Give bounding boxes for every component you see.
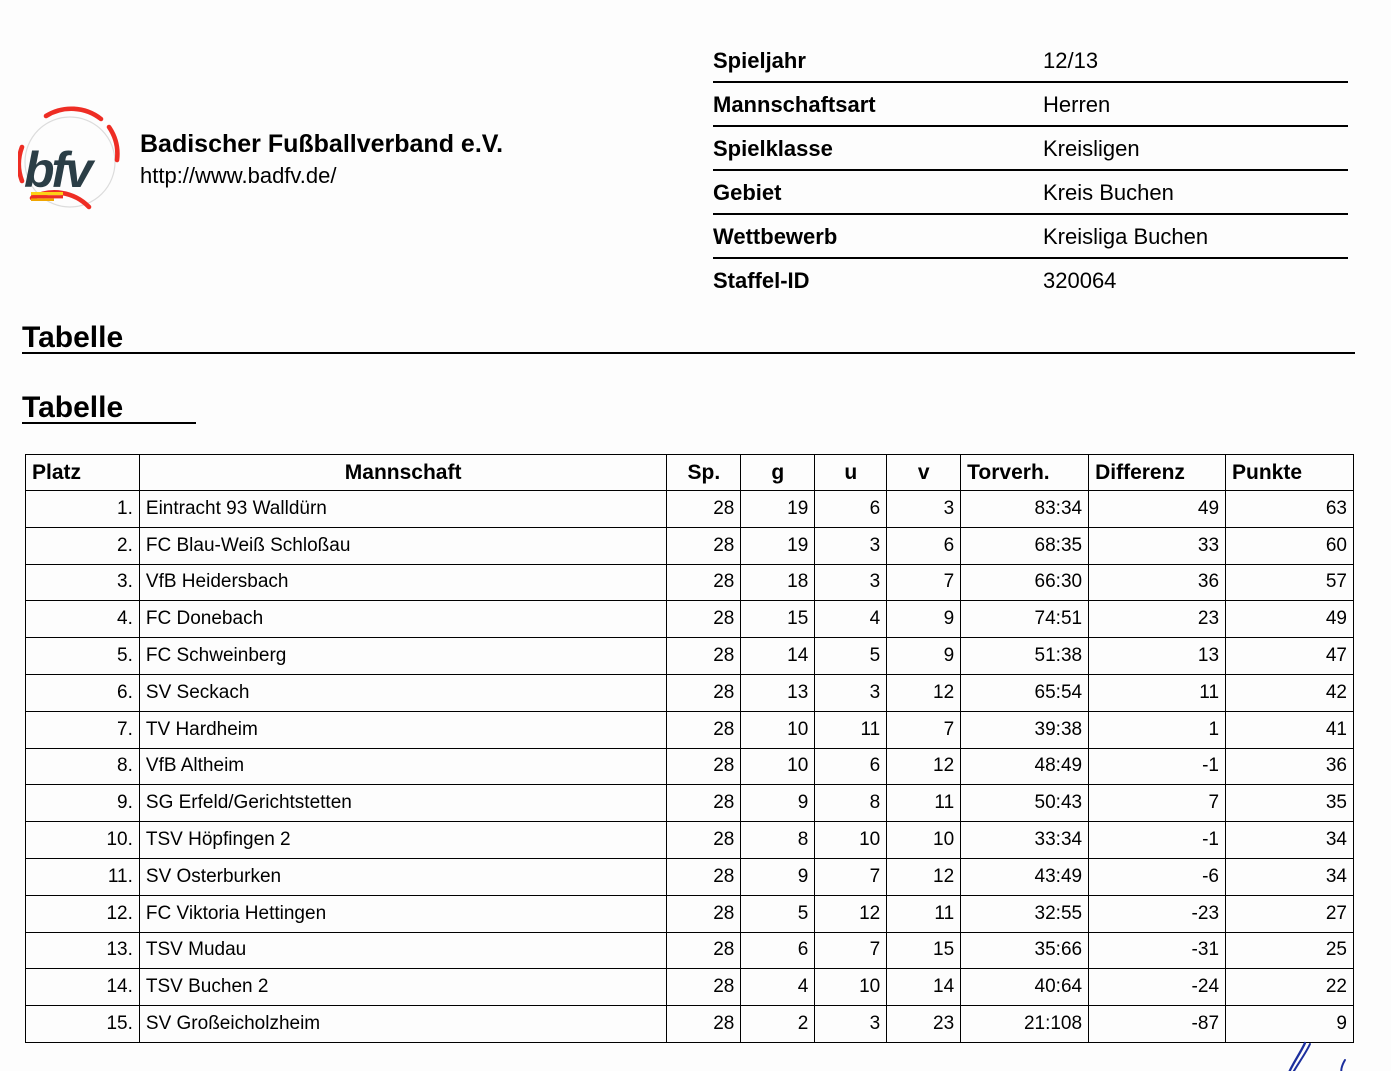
svg-text:bfv: bfv xyxy=(24,142,96,198)
